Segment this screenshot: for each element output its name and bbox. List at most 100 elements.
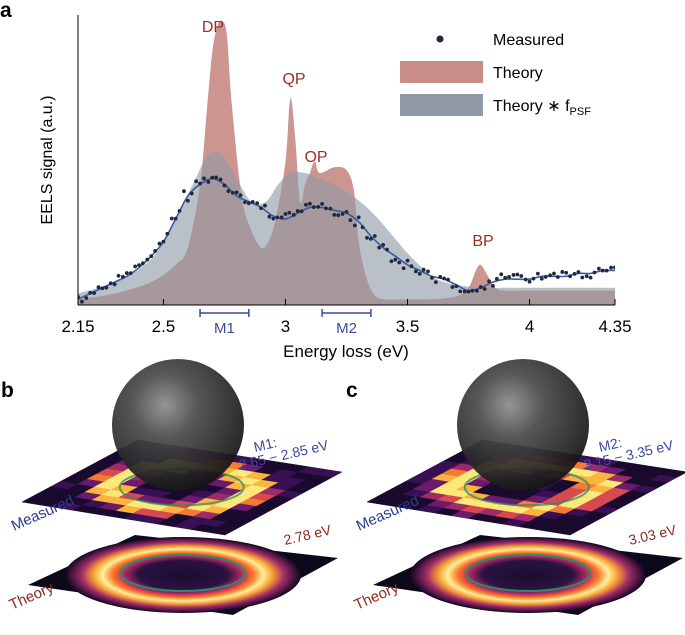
measured-point (243, 200, 247, 205)
measured-point (596, 266, 601, 271)
measured-point (124, 271, 129, 275)
measured-point (328, 206, 333, 211)
measured-point (507, 275, 511, 279)
measured-point (381, 243, 386, 247)
panel-a-label: a (0, 0, 12, 22)
measured-point (173, 216, 178, 221)
measured-point (609, 265, 613, 270)
measured-point (588, 275, 593, 280)
measured-point (430, 275, 434, 280)
plot-area (72, 20, 621, 305)
measured-point (218, 177, 223, 182)
y-axis-label: EELS signal (a.u.) (39, 96, 56, 225)
legend-theory-label: Theory (493, 65, 543, 82)
measured-point (442, 276, 447, 281)
measured-point (433, 280, 438, 284)
measured-point (279, 215, 284, 220)
measured-point (149, 254, 154, 259)
measured-point (263, 203, 267, 208)
measured-point (275, 215, 280, 220)
measured-point (238, 193, 243, 198)
measured-point (128, 271, 133, 276)
measured-point (405, 258, 410, 263)
panel-b-label: b (1, 379, 14, 402)
measured-point (352, 223, 357, 228)
range-label: M1: (252, 434, 278, 455)
range-label-m2: M2 (336, 320, 357, 337)
measured-point (320, 201, 324, 206)
measured-point (539, 276, 544, 281)
measured-point (417, 271, 422, 276)
measured-point (307, 201, 312, 206)
measured-point (230, 190, 235, 195)
range-label-m1: M1 (214, 320, 235, 337)
measured-point (185, 198, 190, 203)
measured-point (519, 274, 524, 278)
x-tick-label: 2.5 (152, 317, 176, 336)
measured-point (80, 299, 84, 304)
measured-point (259, 206, 263, 211)
measured-point (250, 199, 255, 204)
measured-point (592, 270, 597, 275)
range-markers: M1 M2 (199, 309, 372, 337)
measured-point (413, 269, 418, 274)
measured-point (255, 201, 260, 206)
measured-point (344, 209, 349, 214)
measured-pixel (659, 469, 685, 478)
measured-point (372, 234, 377, 238)
measured-point (299, 209, 304, 214)
peak-label-dp: DP (202, 19, 224, 36)
panel-c-label: c (346, 379, 358, 402)
measured-point (177, 208, 182, 213)
measured-point (336, 213, 341, 218)
measured-point (96, 285, 101, 290)
legend-psf-subscript: PSF (570, 106, 592, 118)
measured-point (304, 202, 308, 207)
measured-point (409, 264, 414, 269)
measured-point (271, 216, 276, 221)
legend: Measured Theory Theory ∗ fPSF (400, 32, 591, 118)
x-axis-label: Energy loss (eV) (283, 342, 409, 361)
measured-point (84, 296, 89, 300)
measured-point (568, 274, 572, 279)
measured-point (169, 216, 174, 221)
measured-point (161, 239, 166, 244)
nanosphere (457, 359, 589, 491)
measured-point (226, 189, 231, 194)
measured-point (182, 189, 186, 194)
measured-point (316, 204, 321, 209)
measured-point (543, 275, 548, 279)
peak-label-op: OP (304, 149, 327, 166)
theory-energy-label: 3.03 eV (627, 521, 678, 548)
measured-point (246, 201, 251, 206)
measured-point (617, 264, 621, 268)
measured-point (613, 265, 615, 270)
theory-ring (65, 537, 301, 613)
measured-point (552, 271, 556, 276)
x-tick-label: 4 (525, 317, 534, 336)
legend-theory-swatch (400, 61, 483, 83)
measured-point (487, 279, 491, 284)
theory-ring (410, 537, 646, 613)
theory-ring-outline (465, 554, 591, 592)
measured-point (72, 293, 76, 297)
measured-point (584, 274, 589, 279)
measured-point (389, 259, 394, 264)
measured-point (560, 270, 565, 274)
legend-measured-label: Measured (493, 32, 564, 49)
measured-point (555, 275, 560, 279)
measured-point (491, 284, 495, 288)
measured-point (104, 285, 109, 290)
measured-point (531, 276, 536, 281)
measured-point (470, 288, 475, 293)
measured-point (356, 215, 361, 220)
measured-point (133, 264, 138, 269)
measured-point (535, 271, 540, 276)
measured-point (157, 241, 162, 246)
measured-point (88, 290, 93, 295)
measured-point (438, 275, 443, 279)
peak-label-bp: BP (472, 233, 493, 250)
measured-point (511, 273, 516, 277)
